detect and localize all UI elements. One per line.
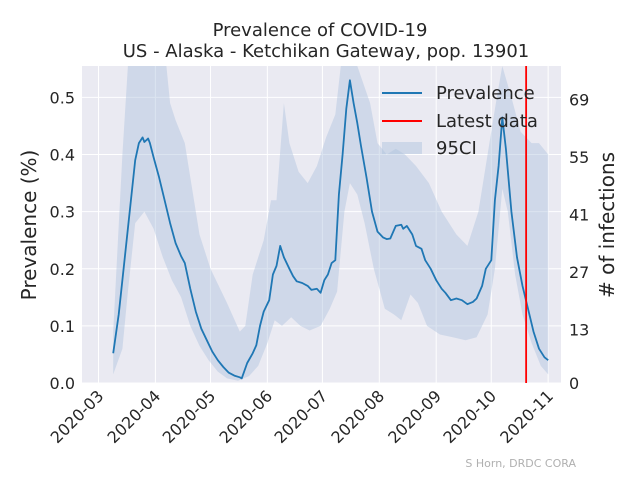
ci-band-layer — [113, 66, 549, 381]
y2-tick-label: 0 — [569, 374, 579, 393]
credit-text: S Horn, DRDC CORA — [465, 457, 576, 470]
x-tick-label: 2020-04 — [104, 386, 165, 447]
y2-tick-label: 69 — [569, 90, 589, 109]
legend: Prevalence Latest data 95CI — [382, 83, 538, 159]
x-tick-label: 2020-05 — [159, 386, 220, 447]
x-tick-label: 2020-11 — [496, 386, 557, 447]
legend-prevalence-label: Prevalence — [436, 83, 535, 104]
x-tick-label: 2020-06 — [215, 386, 276, 447]
x-tick-label: 2020-10 — [439, 386, 500, 447]
y-tick-label: 0.1 — [50, 317, 75, 336]
plot-background — [82, 66, 561, 383]
chart-title: Prevalence of COVID-19 — [213, 20, 428, 41]
y-tick-label: 0.0 — [50, 374, 75, 393]
x-tick-label: 2020-08 — [327, 386, 388, 447]
y-tick-label: 0.3 — [50, 203, 75, 222]
y2-axis-label: # of infections — [595, 152, 619, 298]
y-tick-label: 0.5 — [50, 88, 75, 107]
prevalence-line — [112, 79, 549, 380]
prevalence-line-layer — [112, 79, 549, 380]
legend-ci-label: 95CI — [436, 138, 477, 159]
ci-band — [113, 66, 549, 381]
y2-tick-label: 27 — [569, 263, 589, 282]
chart-subtitle: US - Alaska - Ketchikan Gateway, pop. 13… — [123, 41, 529, 62]
x-tick-label: 2020-03 — [47, 386, 108, 447]
x-tick-label: 2020-09 — [384, 386, 445, 447]
y-axis-label: Prevalence (%) — [17, 150, 41, 301]
y-tick-label: 0.2 — [50, 260, 75, 279]
legend-ci-swatch — [382, 142, 422, 154]
y2-tick-label: 13 — [569, 321, 589, 340]
legend-latest-label: Latest data — [436, 111, 538, 132]
y2-tick-label: 55 — [569, 148, 589, 167]
x-tick-label: 2020-07 — [271, 386, 332, 447]
y-tick-label: 0.4 — [50, 146, 75, 165]
grid — [82, 66, 561, 384]
y2-tick-label: 41 — [569, 206, 589, 225]
